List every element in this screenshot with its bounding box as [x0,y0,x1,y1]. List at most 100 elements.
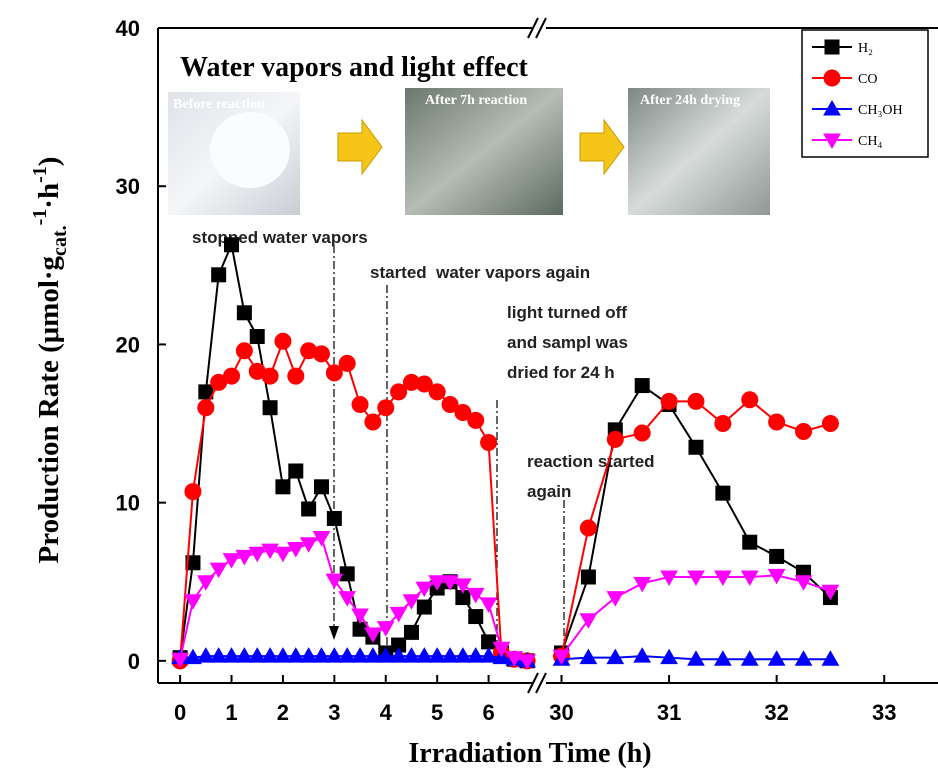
annotation: stopped water vapors [192,228,368,247]
axis-break [527,17,547,694]
x-tick-label: 3 [328,700,340,725]
marker [579,648,598,665]
legend-label: CO [858,72,877,87]
marker [402,594,421,610]
marker [261,543,279,560]
arrow [337,118,383,176]
marker [454,647,472,663]
annotation: again [527,482,571,501]
marker [351,396,369,414]
series-line [179,241,528,662]
series-line [180,655,528,662]
x-tick-label: 0 [174,700,186,725]
marker [376,621,395,637]
marker [479,597,498,613]
y-axis-title-part: ·h [33,183,65,209]
marker [467,411,485,429]
marker [768,413,786,431]
marker [441,396,459,414]
marker [326,510,342,526]
marker [403,624,419,640]
marker [299,537,318,553]
marker [769,548,785,564]
marker [466,587,485,604]
y-axis-title-part: -1 [29,166,51,183]
marker [171,652,189,669]
marker [795,422,813,440]
x-tick-label: 5 [431,700,443,725]
photo-label: After 24h drying [640,93,740,108]
marker [338,354,356,372]
legend-label: H₂ [858,41,873,56]
photo [405,88,563,215]
marker [823,69,841,87]
y-axis-title-part: Production Rate (μmol·g [33,255,65,563]
marker [197,399,215,417]
marker [288,463,304,479]
marker [823,133,841,150]
y-axis-title-part: ) [33,157,65,167]
marker [428,575,447,591]
marker [376,647,395,663]
photo-label: Before reaction [173,97,265,112]
marker [714,570,732,587]
y-tick-label: 0 [128,649,140,674]
marker [222,553,241,569]
marker [821,415,839,433]
marker [211,267,227,283]
marker [794,650,813,666]
marker [224,237,240,253]
marker [389,647,408,663]
marker [821,650,840,666]
marker [209,647,228,663]
marker [687,650,705,666]
legend-label: CH₄ [858,134,882,149]
marker [275,479,291,495]
marker [505,651,524,667]
marker [209,562,228,579]
marker [606,648,625,665]
marker [248,647,267,663]
marker [287,367,305,385]
y-tick-label: 40 [116,16,140,41]
marker [338,591,357,607]
x-tick-label: 4 [380,700,393,725]
marker [634,378,650,394]
marker [364,647,382,663]
x-tick-label: 2 [277,700,289,725]
marker [579,613,598,629]
marker [351,647,369,663]
arrow-head [329,626,339,640]
marker [633,424,651,442]
marker [466,647,485,663]
marker [261,367,279,385]
marker [660,392,678,410]
marker [235,647,254,663]
marker [286,542,305,558]
photo-label: After 7h reaction [425,93,527,108]
marker [262,400,278,416]
marker [274,332,292,350]
marker [235,549,254,566]
marker [715,485,731,501]
marker [454,403,472,421]
marker [660,570,678,587]
marker [196,647,215,663]
marker [299,647,318,663]
marker [688,439,704,455]
marker [687,392,705,410]
marker [313,479,329,495]
photo-detail [210,112,290,188]
marker [352,621,368,637]
marker [338,647,357,663]
annotation: started water vapors again [370,263,590,282]
marker [249,329,265,345]
marker [248,546,267,563]
y-axis-title-part: -1 [29,209,51,226]
marker [687,570,705,587]
marker [441,575,459,591]
marker [767,568,786,585]
annotation: light turned off [507,303,627,322]
series-line [560,398,831,657]
